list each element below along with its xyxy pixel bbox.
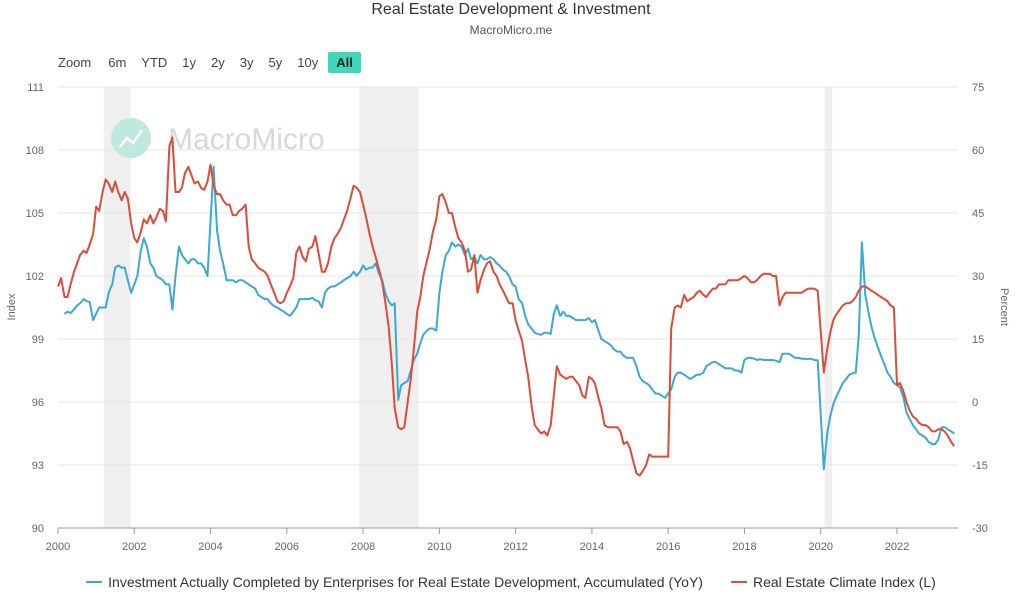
y-axis-left-title: Index	[6, 293, 18, 320]
y-left-tick-label: 102	[26, 271, 44, 283]
series-lines	[57, 136, 956, 477]
x-tick-label: 2000	[46, 541, 70, 553]
range-selector: Zoom 6m YTD 1y 2y 3y 5y 10y All	[58, 51, 366, 73]
y-left-tick-label: 90	[32, 523, 44, 535]
watermark: MacroMicro	[111, 118, 325, 158]
y-axis-right-title: Percent	[998, 288, 1010, 326]
recession-band	[103, 87, 131, 528]
range-button-3y[interactable]: 3y	[239, 54, 254, 70]
y-left-tick-label: 108	[26, 145, 44, 157]
range-button-5y[interactable]: 5y	[268, 54, 283, 70]
chart-plot: MacroMicro 90 93 96 99 102 105 108 111 -30 -15 0 15…	[6, 82, 1010, 553]
y-right-tick-label: 0	[972, 397, 978, 409]
y-right-tick-label: 30	[972, 271, 984, 283]
range-button-10y[interactable]: 10y	[297, 54, 319, 70]
legend-swatch-climate-index	[730, 581, 747, 583]
recession-band	[824, 87, 833, 528]
x-tick-label: 2012	[503, 541, 527, 553]
range-button-all[interactable]: All	[328, 51, 361, 73]
axes: 90 93 96 99 102 105 108 111 -30 -15 0 15 30 45 60 75 200…	[26, 82, 988, 553]
legend-swatch-investment	[86, 581, 103, 583]
chart-title: Real Estate Development & Investment	[371, 1, 651, 18]
y-right-tick-label: -30	[972, 523, 988, 535]
y-right-tick-label: 15	[972, 334, 984, 346]
recession-band	[359, 87, 419, 528]
range-button-2y[interactable]: 2y	[211, 54, 225, 70]
recession-bands	[103, 87, 833, 528]
x-tick-label: 2010	[427, 541, 451, 553]
watermark-text: MacroMicro	[168, 123, 325, 156]
watermark-trend-icon	[119, 129, 144, 148]
y-left-tick-label: 93	[32, 460, 44, 472]
x-tick-label: 2018	[732, 541, 756, 553]
x-tick-label: 2008	[351, 541, 375, 553]
legend: Investment Actually Completed by Enterpr…	[0, 574, 1022, 590]
legend-item-climate-index[interactable]: Real Estate Climate Index (L)	[730, 574, 936, 590]
range-button-6m[interactable]: 6m	[108, 54, 127, 70]
x-tick-label: 2022	[885, 541, 909, 553]
y-left-tick-label: 99	[32, 334, 44, 346]
legend-item-investment[interactable]: Investment Actually Completed by Enterpr…	[86, 574, 703, 590]
legend-label-climate-index: Real Estate Climate Index (L)	[752, 574, 936, 590]
x-tick-label: 2002	[122, 541, 146, 553]
y-left-tick-label: 105	[26, 208, 44, 220]
x-tick-label: 2004	[198, 541, 222, 553]
legend-label-investment: Investment Actually Completed by Enterpr…	[108, 574, 703, 590]
y-left-tick-label: 111	[27, 82, 44, 94]
series-line-climate-index	[57, 136, 956, 477]
chart-subtitle: MacroMicro.me	[469, 23, 553, 37]
x-tick-label: 2020	[808, 541, 832, 553]
zoom-label: Zoom	[58, 54, 92, 70]
x-tick-label: 2016	[656, 541, 680, 553]
series-line-investment	[63, 165, 955, 471]
y-left-tick-label: 96	[32, 397, 44, 409]
y-right-tick-label: -15	[972, 460, 988, 472]
x-tick-label: 2006	[275, 541, 299, 553]
range-button-1y[interactable]: 1y	[182, 54, 197, 70]
watermark-logo-icon	[111, 118, 151, 158]
y-right-tick-label: 60	[972, 145, 984, 157]
x-tick-label: 2014	[580, 541, 604, 553]
y-right-tick-label: 75	[972, 82, 984, 94]
range-button-ytd[interactable]: YTD	[141, 54, 168, 70]
y-right-tick-label: 45	[972, 208, 984, 220]
